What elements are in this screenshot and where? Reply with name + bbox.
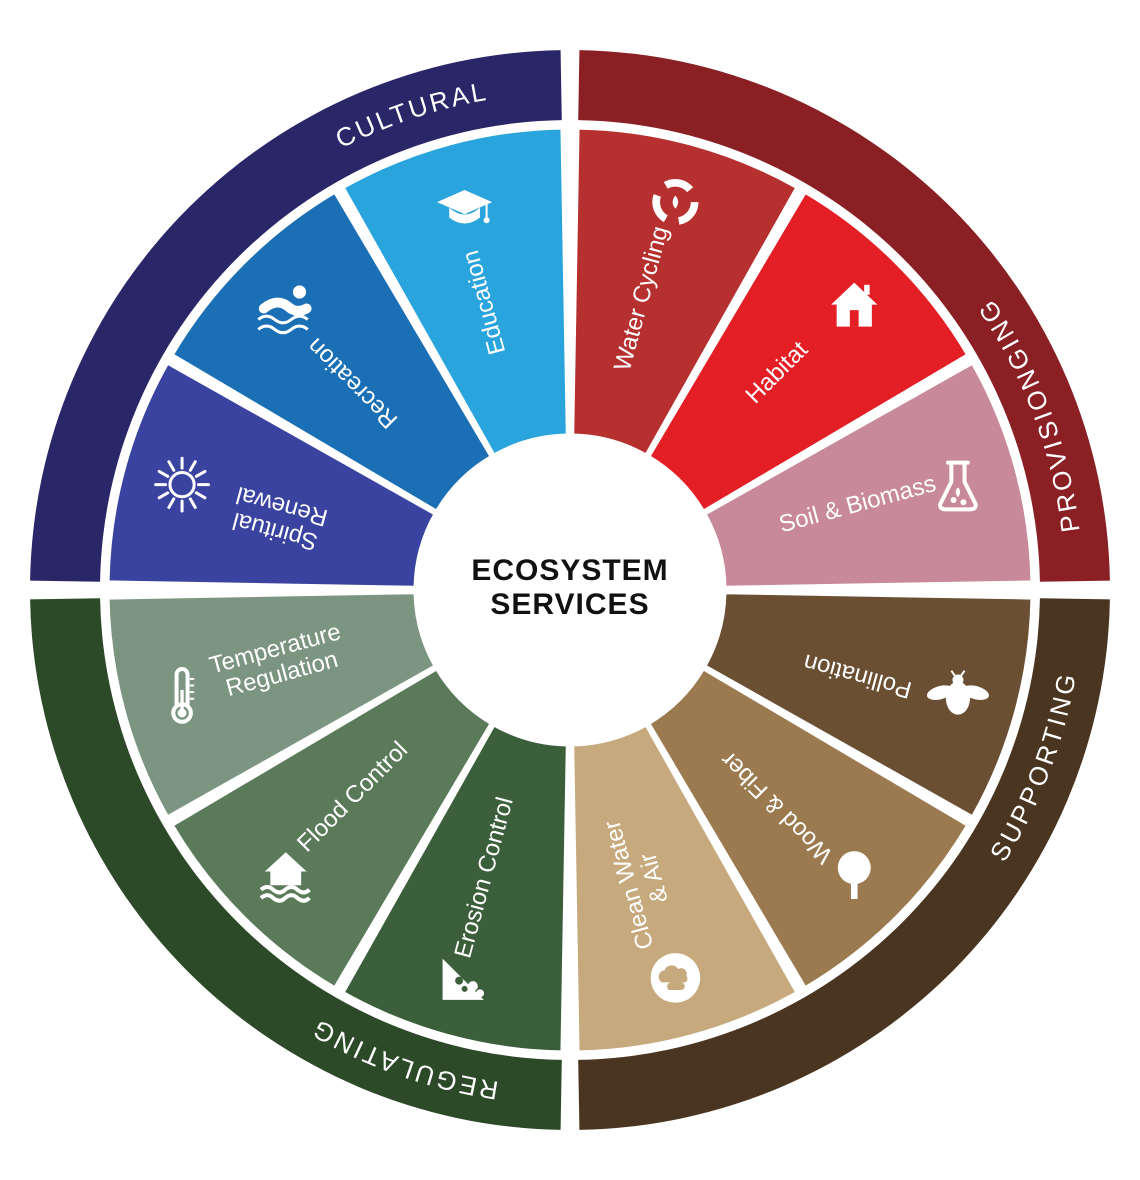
clouds-icon xyxy=(651,953,701,1003)
wheel-svg: REGULATINGCULTURALPROVISIONGINGSUPPORTIN… xyxy=(20,40,1120,1140)
center-title-line2: SERVICES xyxy=(490,588,649,621)
center-title-line1: ECOSYSTEM xyxy=(471,554,668,587)
ecosystem-wheel: REGULATINGCULTURALPROVISIONGINGSUPPORTIN… xyxy=(20,40,1120,1140)
